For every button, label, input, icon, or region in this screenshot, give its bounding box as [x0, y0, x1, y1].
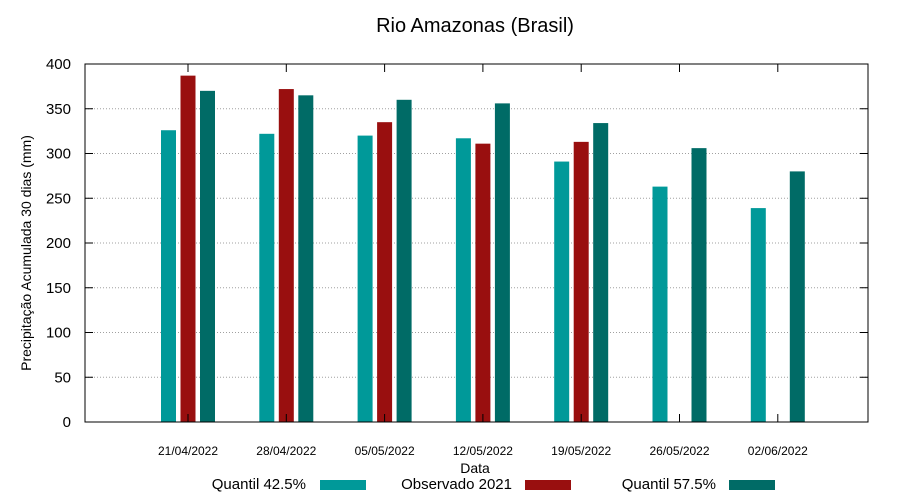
- x-axis-label: Data: [460, 460, 490, 476]
- y-tick-label: 50: [54, 369, 71, 386]
- legend: Quantil 42.5% Observado 2021 Quantil 57.5%: [212, 476, 775, 493]
- bars: [161, 75, 805, 423]
- bar-quantil-57-5--2: [396, 99, 412, 423]
- bar-observado-2021-0: [180, 75, 196, 422]
- legend-swatch: [320, 480, 366, 490]
- y-tick-label: 0: [63, 414, 71, 431]
- bar-observado-2021-1: [278, 89, 294, 422]
- bar-quantil-42-5--6: [750, 208, 766, 422]
- legend-swatch: [729, 480, 775, 490]
- bar-quantil-57-5--3: [494, 103, 510, 422]
- bar-quantil-57-5--6: [789, 171, 805, 422]
- y-axis-label: Precipitação Acumulada 30 dias (mm): [18, 135, 34, 371]
- bar-quantil-42-5--1: [259, 133, 275, 422]
- x-tick-label: 02/06/2022: [748, 444, 808, 458]
- bar-quantil-57-5--0: [200, 90, 215, 422]
- bar-quantil-57-5--1: [298, 95, 314, 422]
- bar-observado-2021-4: [573, 141, 589, 423]
- bar-quantil-42-5--2: [357, 135, 373, 422]
- bar-observado-2021-2: [377, 122, 393, 423]
- bar-observado-2021-3: [475, 143, 491, 422]
- x-tick-label: 28/04/2022: [256, 444, 316, 458]
- bar-quantil-57-5--4: [593, 123, 609, 422]
- y-tick-label: 400: [46, 56, 71, 73]
- x-tick-label: 26/05/2022: [649, 444, 709, 458]
- x-tick-label: 12/05/2022: [453, 444, 513, 458]
- x-tick-label: 21/04/2022: [158, 444, 218, 458]
- y-tick-label: 350: [46, 101, 71, 118]
- legend-label: Quantil 57.5%: [622, 476, 716, 493]
- legend-label: Observado 2021: [401, 476, 512, 493]
- legend-label: Quantil 42.5%: [212, 476, 306, 493]
- y-tick-label: 150: [46, 280, 71, 297]
- x-axis-ticks: 21/04/2022 28/04/2022 05/05/2022 12/05/2022…: [158, 64, 808, 458]
- y-axis-ticks: 0 50 100 150 200 250 300 350 400: [46, 56, 868, 431]
- chart-title: Rio Amazonas (Brasil): [376, 15, 574, 37]
- bar-quantil-42-5--4: [554, 161, 570, 422]
- bar-quantil-57-5--5: [691, 148, 707, 422]
- y-tick-label: 100: [46, 325, 71, 342]
- y-tick-label: 200: [46, 235, 71, 252]
- bar-quantil-42-5--0: [161, 130, 176, 423]
- x-tick-label: 19/05/2022: [551, 444, 611, 458]
- y-tick-label: 300: [46, 146, 71, 163]
- y-tick-label: 250: [46, 190, 71, 207]
- legend-swatch: [525, 480, 571, 490]
- bar-quantil-42-5--3: [455, 138, 471, 422]
- bar-quantil-42-5--5: [652, 186, 668, 422]
- x-tick-label: 05/05/2022: [355, 444, 415, 458]
